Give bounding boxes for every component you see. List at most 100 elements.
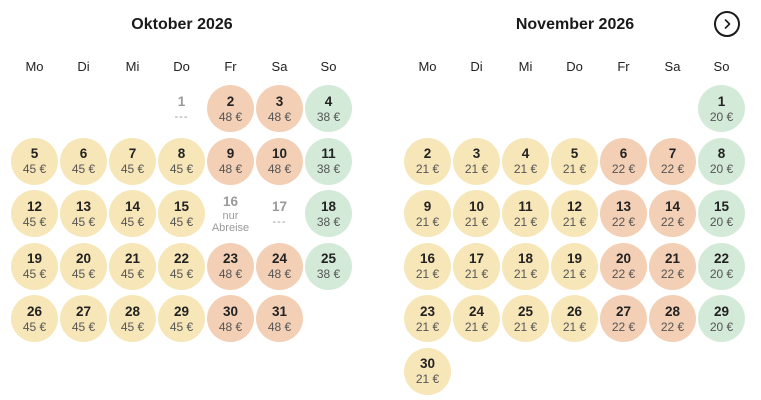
day-number: 25 xyxy=(320,251,337,266)
day-cell[interactable]: 8 20 € xyxy=(698,137,745,185)
day-cell[interactable]: 24 21 € xyxy=(453,295,500,342)
day-price: --- xyxy=(272,215,287,228)
day-cell[interactable]: 11 21 € xyxy=(502,190,549,237)
day-cell[interactable]: 3 21 € xyxy=(453,137,500,185)
day-number: 31 xyxy=(271,303,288,319)
day-cell[interactable]: 26 21 € xyxy=(551,295,598,342)
day-cell: 16 nur Abreise xyxy=(207,190,254,237)
day-number: 21 xyxy=(664,251,681,266)
day-price: 45 € xyxy=(169,267,194,281)
day-cell[interactable]: 5 45 € xyxy=(11,137,58,185)
day-cell[interactable]: 8 45 € xyxy=(158,137,205,185)
day-price: 45 € xyxy=(120,214,145,229)
day-cell[interactable]: 2 48 € xyxy=(207,85,254,132)
day-cell[interactable]: 29 20 € xyxy=(698,295,745,342)
day-number: 3 xyxy=(472,146,481,161)
day-cell[interactable]: 18 21 € xyxy=(502,242,549,290)
day-number: 15 xyxy=(713,198,730,214)
day-cell[interactable]: 13 22 € xyxy=(600,190,647,237)
day-cell[interactable]: 28 22 € xyxy=(649,295,696,342)
day-price: 45 € xyxy=(169,162,194,176)
day-number: 30 xyxy=(222,303,239,319)
day-cell[interactable]: 22 45 € xyxy=(158,242,205,290)
day-cell[interactable]: 11 38 € xyxy=(305,137,352,185)
day-price: 22 € xyxy=(611,214,636,229)
day-number: 6 xyxy=(79,146,88,161)
day-cell[interactable]: 28 45 € xyxy=(109,295,156,342)
day-number: 2 xyxy=(423,146,432,161)
weekday-label: Di xyxy=(77,59,90,74)
day-number: 29 xyxy=(173,303,190,319)
weekday-header: Mo Di Mi Do Fr Sa So xyxy=(403,58,747,76)
day-cell[interactable]: 5 21 € xyxy=(551,137,598,185)
day-cell[interactable]: 21 45 € xyxy=(109,242,156,290)
empty-cell xyxy=(550,85,599,138)
day-price: 21 € xyxy=(464,319,489,334)
day-cell[interactable]: 1 20 € xyxy=(698,85,745,132)
empty-cell xyxy=(59,85,108,138)
day-cell[interactable]: 20 45 € xyxy=(60,242,107,290)
day-cell[interactable]: 23 48 € xyxy=(207,242,254,290)
month-title: Oktober 2026 xyxy=(131,16,233,33)
weekday-label: Fr xyxy=(617,59,630,74)
day-cell[interactable]: 27 45 € xyxy=(60,295,107,342)
day-cell[interactable]: 30 21 € xyxy=(404,347,451,395)
day-price: 22 € xyxy=(611,319,636,334)
empty-cell xyxy=(648,85,697,138)
day-price: 21 € xyxy=(415,267,440,281)
day-price: 22 € xyxy=(611,267,636,281)
day-cell[interactable]: 25 38 € xyxy=(305,242,352,290)
day-cell[interactable]: 14 22 € xyxy=(649,190,696,237)
day-cell: 1 --- xyxy=(158,85,205,132)
day-cell[interactable]: 22 20 € xyxy=(698,242,745,290)
weekday-label: Di xyxy=(470,59,483,74)
day-cell[interactable]: 13 45 € xyxy=(60,190,107,237)
day-cell[interactable]: 6 45 € xyxy=(60,137,107,185)
day-cell[interactable]: 4 38 € xyxy=(305,85,352,132)
day-number: 10 xyxy=(271,146,288,161)
day-cell[interactable]: 15 45 € xyxy=(158,190,205,237)
day-cell[interactable]: 12 45 € xyxy=(11,190,58,237)
day-cell[interactable]: 15 20 € xyxy=(698,190,745,237)
day-cell[interactable]: 30 48 € xyxy=(207,295,254,342)
day-cell[interactable]: 12 21 € xyxy=(551,190,598,237)
day-cell[interactable]: 17 21 € xyxy=(453,242,500,290)
day-cell[interactable]: 10 48 € xyxy=(256,137,303,185)
day-cell[interactable]: 19 21 € xyxy=(551,242,598,290)
day-cell[interactable]: 21 22 € xyxy=(649,242,696,290)
next-month-button[interactable] xyxy=(714,11,740,37)
day-cell[interactable]: 26 45 € xyxy=(11,295,58,342)
day-cell[interactable]: 9 48 € xyxy=(207,137,254,185)
day-cell[interactable]: 2 21 € xyxy=(404,137,451,185)
day-cell[interactable]: 14 45 € xyxy=(109,190,156,237)
day-cell[interactable]: 7 22 € xyxy=(649,137,696,185)
day-cell[interactable]: 16 21 € xyxy=(404,242,451,290)
day-cell[interactable]: 31 48 € xyxy=(256,295,303,342)
day-number: 1 xyxy=(717,93,726,109)
day-number: 15 xyxy=(173,198,190,214)
day-cell[interactable]: 20 22 € xyxy=(600,242,647,290)
day-cell[interactable]: 18 38 € xyxy=(305,190,352,237)
day-cell[interactable]: 19 45 € xyxy=(11,242,58,290)
day-number: 19 xyxy=(566,251,583,266)
day-cell[interactable]: 23 21 € xyxy=(404,295,451,342)
day-price: 45 € xyxy=(169,214,194,229)
day-cell[interactable]: 25 21 € xyxy=(502,295,549,342)
day-cell[interactable]: 10 21 € xyxy=(453,190,500,237)
day-cell[interactable]: 9 21 € xyxy=(404,190,451,237)
chevron-right-icon xyxy=(724,19,731,29)
day-price: 21 € xyxy=(464,162,489,176)
day-price: 48 € xyxy=(218,109,243,124)
day-price: 48 € xyxy=(218,267,243,281)
day-number: 20 xyxy=(615,251,632,266)
day-cell[interactable]: 6 22 € xyxy=(600,137,647,185)
day-price: 21 € xyxy=(562,162,587,176)
empty-cell xyxy=(403,85,452,138)
day-cell[interactable]: 4 21 € xyxy=(502,137,549,185)
day-cell[interactable]: 29 45 € xyxy=(158,295,205,342)
day-price: 45 € xyxy=(22,162,47,176)
day-cell[interactable]: 3 48 € xyxy=(256,85,303,132)
day-cell[interactable]: 24 48 € xyxy=(256,242,303,290)
day-cell[interactable]: 7 45 € xyxy=(109,137,156,185)
day-cell[interactable]: 27 22 € xyxy=(600,295,647,342)
